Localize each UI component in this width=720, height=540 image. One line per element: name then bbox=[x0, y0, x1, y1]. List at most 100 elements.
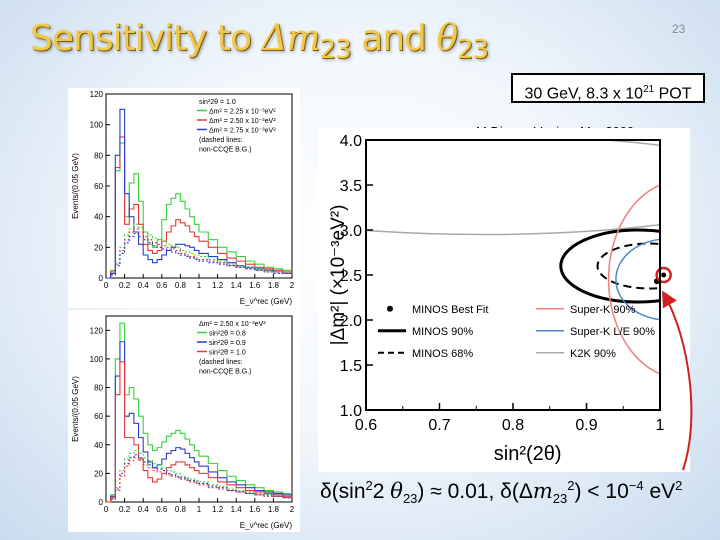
x-tick-label: 1 bbox=[656, 417, 665, 434]
formula-part: 2 bbox=[675, 478, 683, 493]
pot-suffix: POT bbox=[654, 85, 692, 103]
y-axis-label: Events/(0.05 GeV) bbox=[71, 376, 80, 442]
histogram-series bbox=[106, 232, 292, 279]
legend-entry: non-CCQE B.G.) bbox=[199, 147, 252, 154]
y-tick-label: 60 bbox=[94, 182, 103, 191]
legend-entry: MINOS 90% bbox=[412, 326, 473, 338]
x-tick-label: 1 bbox=[197, 505, 202, 514]
contour-minos-90- bbox=[559, 228, 660, 304]
title-sub-23: 23 bbox=[319, 35, 352, 66]
legend-entry: (dashed lines: bbox=[199, 359, 243, 366]
legend-entry: sin²2θ = 0.8 bbox=[209, 331, 246, 338]
contour-k2k-90- bbox=[366, 140, 660, 236]
contour-group bbox=[366, 140, 660, 375]
legend-entry: Super-K 90% bbox=[570, 304, 636, 316]
x-tick-label: 1 bbox=[197, 281, 202, 290]
title-sub-23b: 23 bbox=[457, 35, 489, 66]
legend-entry: sin²2θ = 1.0 bbox=[209, 350, 246, 357]
y-tick-label: 2.5 bbox=[340, 268, 362, 285]
legend-entry: Δm² = 2.50 x 10⁻³eV² bbox=[199, 321, 266, 328]
legend-entry: Δm² = 2.75 x 10⁻³eV² bbox=[209, 128, 276, 135]
y-tick-label: 2.0 bbox=[340, 313, 362, 330]
top-histogram-panel: 0 0.2 0.4 0.6 0.8 1 1.2 1.4 1.6 1.8 2 0 20 40 60 80 100 1… bbox=[68, 88, 300, 308]
x-tick-label: 0.9 bbox=[575, 417, 597, 434]
y-axis-label: Events/(0.05 GeV) bbox=[71, 153, 80, 219]
x-tick-label: 1.2 bbox=[212, 281, 224, 290]
formula-part: 2 bbox=[372, 480, 391, 503]
formula-part: −4 bbox=[628, 478, 644, 493]
y-tick-label: 0 bbox=[99, 498, 104, 507]
x-tick-label: 0.6 bbox=[355, 417, 377, 434]
legend-entry: non-CCQE B.G.) bbox=[199, 369, 252, 376]
y-tick-label: 20 bbox=[94, 243, 103, 252]
contour-super-k-l-e-90- bbox=[615, 238, 660, 321]
x-axis-label: E_ν^rec (GeV) bbox=[240, 521, 293, 530]
legend-entry: MINOS 68% bbox=[412, 348, 473, 360]
y-tick-label: 100 bbox=[90, 121, 104, 130]
x-tick-label: 0.6 bbox=[156, 281, 168, 290]
x-tick-label: 0.4 bbox=[138, 281, 150, 290]
x-tick-label: 0.8 bbox=[502, 417, 524, 434]
legend-entry: (dashed lines: bbox=[199, 137, 243, 144]
y-tick-label: 40 bbox=[94, 213, 103, 222]
highlight-dot bbox=[661, 272, 667, 278]
x-tick-label: 0.8 bbox=[175, 281, 187, 290]
x-tick-label: 0 bbox=[104, 505, 109, 514]
histogram-series bbox=[106, 457, 292, 503]
x-tick-label: 1.6 bbox=[249, 281, 261, 290]
x-axis-label: sin²(2θ) bbox=[494, 443, 562, 465]
formula-part: eV bbox=[643, 480, 676, 503]
x-tick-label: 1.2 bbox=[212, 505, 224, 514]
histogram-series bbox=[106, 142, 292, 279]
x-tick-label: 0.2 bbox=[119, 281, 131, 290]
x-tick-label: 0.8 bbox=[175, 505, 187, 514]
y-tick-label: 60 bbox=[94, 412, 103, 421]
formula-part: m bbox=[532, 479, 553, 503]
title-text: Sensitivity to bbox=[30, 18, 262, 59]
histogram-series bbox=[106, 322, 292, 503]
x-tick-label: 1.4 bbox=[231, 505, 243, 514]
y-tick-label: 20 bbox=[94, 469, 103, 478]
legend-entry: Δm² = 2.25 x 10⁻³eV² bbox=[209, 109, 276, 116]
x-tick-label: 2 bbox=[290, 281, 295, 290]
formula-part: 23 bbox=[402, 491, 418, 507]
y-axis-label: |Δm²| (×10⁻³eV²) bbox=[328, 205, 349, 346]
y-tick-label: 3.5 bbox=[340, 178, 362, 195]
y-tick-label: 1.0 bbox=[340, 403, 362, 420]
x-tick-label: 1.4 bbox=[231, 281, 243, 290]
legend-entry: MINOS Best Fit bbox=[412, 304, 488, 316]
pot-exp: 21 bbox=[643, 84, 655, 95]
bottom-histogram-panel: 0 0.2 0.4 0.6 0.8 1 1.2 1.4 1.6 1.8 2 0 20 40 60 80 100 1… bbox=[68, 310, 300, 532]
histogram-series bbox=[106, 228, 292, 279]
y-tick-label: 120 bbox=[90, 326, 104, 335]
y-tick-label: 0 bbox=[99, 274, 104, 283]
contour-super-k-90- bbox=[607, 184, 660, 375]
legend-swatch bbox=[387, 305, 393, 312]
y-tick-label: 120 bbox=[90, 90, 104, 99]
title-theta: θ bbox=[436, 18, 458, 59]
y-tick-label: 4.0 bbox=[340, 133, 362, 150]
title-and: and bbox=[350, 18, 437, 59]
title-delta: Δ bbox=[261, 18, 287, 59]
y-tick-label: 80 bbox=[94, 151, 103, 160]
y-tick-label: 80 bbox=[94, 384, 103, 393]
x-tick-label: 1.8 bbox=[268, 505, 280, 514]
title-m: m bbox=[286, 18, 320, 59]
x-axis-label: E_ν^rec (GeV) bbox=[240, 297, 293, 306]
annotation-arrow bbox=[662, 290, 693, 471]
contour-panel: 0.6 0.7 0.8 0.9 1 1.0 1.5 2.0 2.5 3.0 3.5 4.0 sin²(2… bbox=[318, 128, 690, 472]
y-tick-label: 3.0 bbox=[340, 223, 362, 240]
x-tick-label: 0.4 bbox=[138, 505, 150, 514]
formula-part: δ(sin bbox=[320, 480, 366, 503]
top-histogram: 0 0.2 0.4 0.6 0.8 1 1.2 1.4 1.6 1.8 20204060801001… bbox=[71, 90, 295, 306]
x-tick-label: 2 bbox=[290, 505, 295, 514]
legend-entry: Super-K L/E 90% bbox=[570, 326, 655, 338]
precision-formula: δ(sin22 θ23) ≈ 0.01, δ(Δm232) < 10−4 eV2 bbox=[320, 478, 682, 506]
page-number: 23 bbox=[672, 22, 686, 36]
formula-part: ) ≈ 0.01, δ(Δ bbox=[417, 480, 533, 503]
contour-minos-68- bbox=[596, 242, 660, 290]
y-tick-label: 40 bbox=[94, 441, 103, 450]
histogram-series bbox=[106, 341, 292, 503]
legend-entry: K2K 90% bbox=[570, 348, 616, 360]
